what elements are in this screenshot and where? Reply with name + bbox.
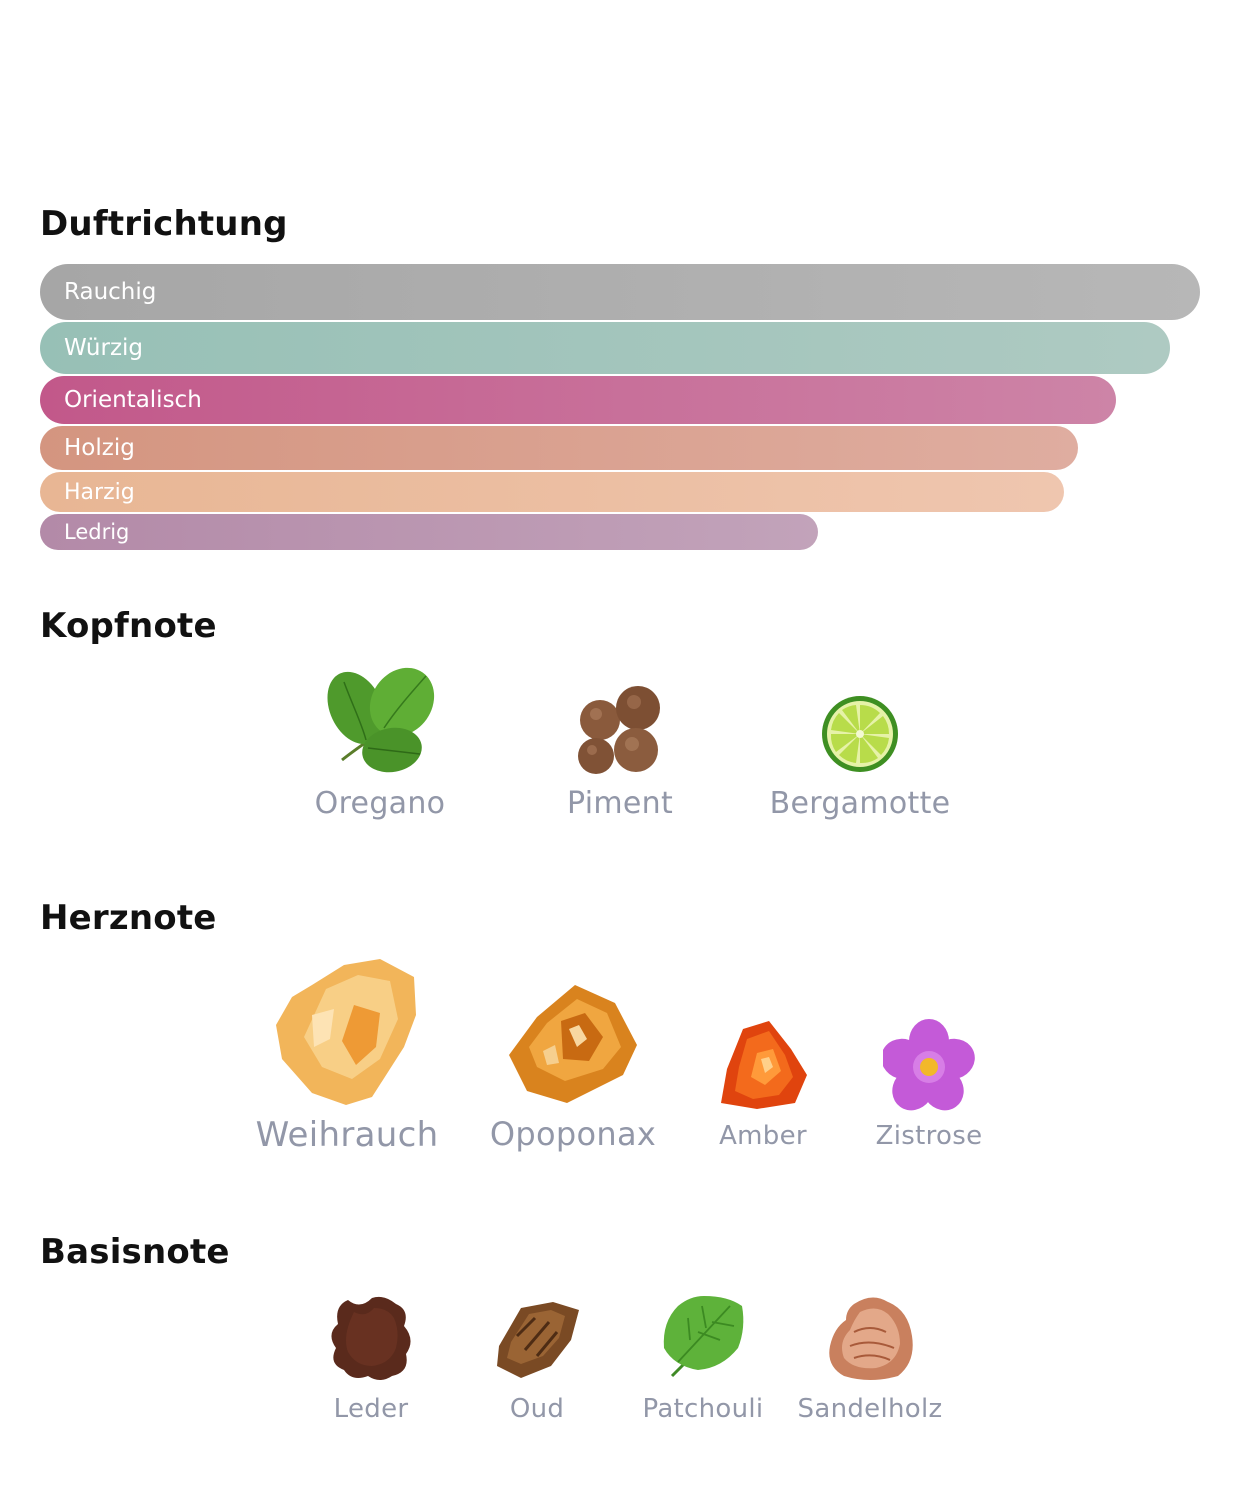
scent-bar-ledrig: Ledrig [40, 514, 818, 550]
frankincense-resin-icon [272, 955, 422, 1107]
scent-bar-harzig: Harzig [40, 472, 1064, 512]
rockrose-flower-icon [883, 1019, 975, 1111]
note-label: Oud [509, 1394, 565, 1424]
note-bergamotte: Bergamotte [760, 660, 960, 830]
patchouli-leaf-icon [658, 1292, 748, 1382]
note-patchouli: Patchouli [603, 1288, 803, 1438]
kopfnote-title: Kopfnote [40, 606, 217, 646]
scent-bar-rauchig: Rauchig [40, 264, 1200, 320]
scent-bar-orientalisch: Orientalisch [40, 376, 1116, 424]
note-piment: Piment [520, 660, 720, 830]
duftrichtung-title: Duftrichtung [40, 204, 288, 244]
scent-bar-label: Harzig [64, 479, 135, 505]
scent-bar-wuerzig: Würzig [40, 322, 1170, 374]
note-oregano: Oregano [280, 660, 480, 830]
note-label: Amber [719, 1121, 807, 1151]
scent-bar-label: Holzig [64, 435, 135, 461]
note-label: Patchouli [642, 1394, 764, 1424]
herznote-title: Herznote [40, 898, 217, 938]
amber-stone-icon [717, 1019, 809, 1111]
note-label: Oregano [314, 786, 446, 821]
note-oud: Oud [437, 1288, 637, 1438]
note-label: Leder [333, 1394, 409, 1424]
leather-piece-icon [326, 1292, 416, 1384]
allspice-berries-icon [572, 684, 668, 778]
note-sandelholz: Sandelholz [770, 1288, 970, 1438]
scent-bar-label: Orientalisch [64, 387, 202, 413]
scent-bar-holzig: Holzig [40, 426, 1078, 470]
scent-bar-label: Rauchig [64, 279, 157, 305]
note-label: Weihrauch [255, 1115, 439, 1155]
scent-bar-label: Würzig [64, 335, 144, 361]
note-label: Opoponax [489, 1115, 657, 1153]
note-weihrauch: Weihrauch [247, 955, 447, 1155]
oregano-leaves-icon [322, 664, 438, 778]
note-label: Sandelholz [797, 1394, 943, 1424]
note-label: Bergamotte [769, 786, 951, 821]
note-amber: Amber [663, 955, 863, 1155]
bergamot-slice-icon [820, 694, 900, 774]
oud-wood-icon [491, 1296, 583, 1380]
note-label: Zistrose [875, 1121, 983, 1151]
note-opoponax: Opoponax [473, 955, 673, 1155]
opoponax-resin-icon [507, 981, 639, 1105]
note-leder: Leder [271, 1288, 471, 1438]
sandalwood-piece-icon [824, 1292, 916, 1382]
note-label: Piment [566, 786, 674, 821]
scent-bar-label: Ledrig [64, 520, 130, 544]
basisnote-title: Basisnote [40, 1232, 230, 1272]
note-zistrose: Zistrose [829, 955, 1029, 1155]
